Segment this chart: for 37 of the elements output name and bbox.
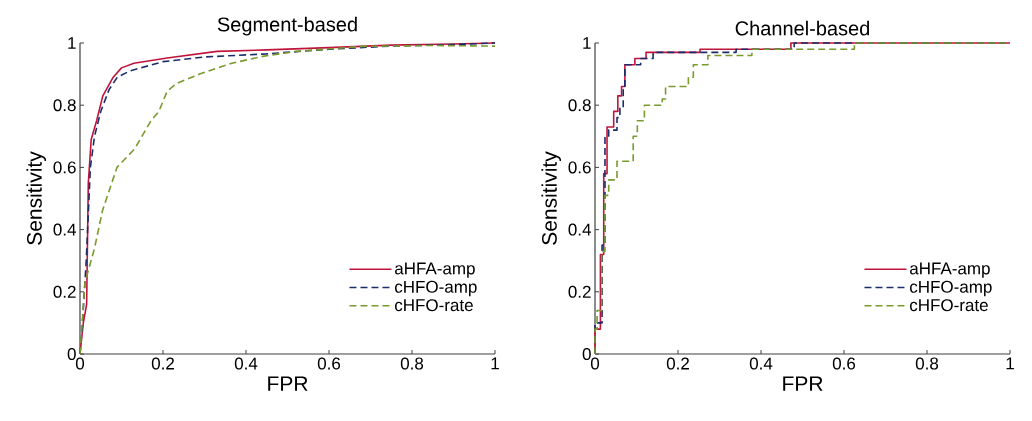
x-axis-title: FPR bbox=[268, 376, 308, 391]
x-tick-label: 0.6 bbox=[832, 357, 856, 370]
y-tick-label: 0.6 bbox=[53, 161, 76, 174]
line-series bbox=[594, 42, 1011, 355]
legend-label: aHFA-amp bbox=[394, 262, 475, 278]
x-tick-label: 0.4 bbox=[234, 357, 258, 370]
y-tick-label: 0 bbox=[582, 347, 591, 361]
y-tick-label: 0.2 bbox=[53, 285, 76, 298]
chart-title: Channel-based bbox=[735, 20, 870, 36]
x-tick-label: 1 bbox=[1006, 357, 1014, 370]
y-tick-label: 0.4 bbox=[568, 223, 591, 236]
x-tick-label: 0 bbox=[590, 357, 600, 370]
chart-title: Segment-based bbox=[217, 16, 357, 36]
x-tick-label: 0.2 bbox=[151, 357, 174, 370]
legend-label: cHFO-amp bbox=[394, 280, 477, 297]
y-axis-title: Sensitivity bbox=[541, 151, 562, 245]
y-tick-label: 1 bbox=[68, 37, 76, 49]
y-tick-label: 0.2 bbox=[568, 285, 591, 298]
legend-label: cHFO-amp bbox=[909, 280, 992, 297]
y-tick-label: 0.8 bbox=[53, 99, 76, 112]
x-tick-label: 0.6 bbox=[317, 357, 341, 370]
y-tick-label: 0.8 bbox=[568, 99, 591, 112]
x-tick-label: 0.2 bbox=[666, 357, 689, 370]
y-tick-label: 0.4 bbox=[53, 223, 76, 236]
y-axis-title: Sensitivity bbox=[26, 151, 47, 245]
x-tick-label: 1 bbox=[491, 357, 499, 370]
legend-label: cHFO-rate bbox=[394, 299, 473, 312]
y-tick-label: 0 bbox=[67, 347, 76, 361]
y-tick-label: 0.6 bbox=[568, 161, 591, 174]
x-tick-label: 0 bbox=[75, 357, 85, 370]
legend-label: aHFA-amp bbox=[909, 262, 990, 278]
x-tick-label: 0.8 bbox=[400, 357, 424, 370]
x-tick-label: 0.4 bbox=[749, 357, 773, 370]
legend-label: cHFO-rate bbox=[909, 299, 988, 312]
x-tick-label: 0.8 bbox=[915, 357, 939, 370]
y-tick-label: 1 bbox=[583, 37, 591, 49]
x-axis-title: FPR bbox=[783, 376, 823, 391]
